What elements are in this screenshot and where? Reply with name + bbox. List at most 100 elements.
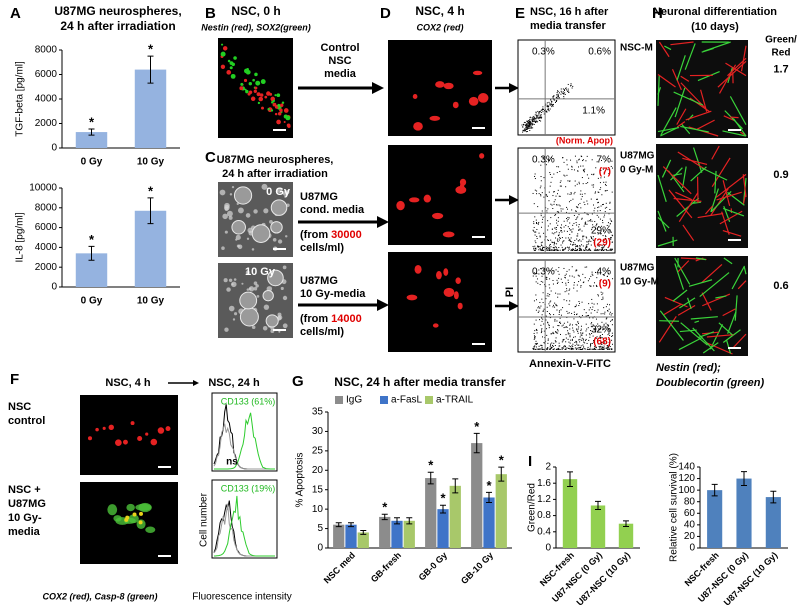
event-dot	[553, 191, 555, 193]
event-dot	[540, 111, 542, 113]
event-dot	[563, 338, 565, 340]
event-dot	[610, 248, 612, 250]
event-dot	[589, 334, 591, 336]
event-dot	[533, 221, 535, 223]
event-dot	[534, 114, 536, 116]
cell	[276, 93, 281, 98]
event-dot	[550, 157, 552, 159]
fiber	[727, 311, 737, 334]
cell	[107, 504, 118, 516]
event-dot	[570, 249, 572, 251]
panel-title: 24 h after irradiation	[60, 19, 175, 33]
event-dot	[540, 164, 542, 166]
event-dot	[542, 216, 544, 218]
event-dot	[591, 322, 593, 324]
event-dot	[591, 332, 593, 334]
event-dot	[555, 348, 557, 350]
event-dot	[532, 124, 534, 126]
event-dot	[529, 124, 531, 126]
event-dot	[560, 90, 562, 92]
event-dot	[546, 111, 548, 113]
bar	[333, 524, 345, 548]
event-dot	[560, 244, 562, 246]
event-dot	[590, 344, 592, 346]
event-dot	[567, 180, 569, 182]
event-dot	[572, 224, 574, 226]
event-dot	[553, 242, 555, 244]
event-dot	[584, 193, 586, 195]
event-dot	[580, 328, 582, 330]
event-dot	[606, 324, 608, 326]
event-dot	[564, 345, 566, 347]
event-dot	[575, 219, 577, 221]
event-dot	[555, 195, 557, 197]
event-dot	[603, 239, 605, 241]
significance-marker: *	[89, 232, 95, 247]
event-dot	[549, 293, 551, 295]
cell	[138, 511, 143, 516]
fiber	[733, 333, 747, 348]
event-dot	[582, 159, 584, 161]
event-dot	[547, 239, 549, 241]
event-dot	[563, 93, 565, 95]
event-dot	[542, 281, 544, 283]
stain-caption: COX2 (red), Casp-8 (green)	[42, 591, 157, 601]
cell-count: 30000	[331, 229, 362, 241]
event-dot	[584, 266, 586, 268]
event-dot	[579, 338, 581, 340]
cell	[472, 70, 483, 76]
event-dot	[590, 345, 592, 347]
event-dot	[539, 248, 541, 250]
event-dot	[554, 318, 556, 320]
fiber	[742, 174, 747, 198]
cell	[165, 426, 171, 432]
event-dot	[530, 123, 532, 125]
event-dot	[602, 229, 604, 231]
event-dot	[535, 328, 537, 330]
event-dot	[571, 266, 573, 268]
event-dot	[583, 170, 585, 172]
event-dot	[539, 187, 541, 189]
event-dot	[592, 239, 594, 241]
event-dot	[532, 348, 534, 350]
event-dot	[584, 249, 586, 251]
event-dot	[570, 339, 572, 341]
stain-caption: Doublecortin (green)	[656, 377, 765, 389]
event-dot	[550, 300, 552, 302]
event-dot	[542, 249, 544, 251]
event-dot	[580, 332, 582, 334]
fiber	[679, 297, 696, 309]
event-dot	[543, 113, 545, 115]
event-dot	[587, 182, 589, 184]
event-dot	[538, 310, 540, 312]
event-dot	[555, 237, 557, 239]
event-dot	[586, 174, 588, 176]
event-dot	[577, 321, 579, 323]
y-tick-label: 40	[684, 519, 696, 530]
event-dot	[528, 127, 530, 129]
panel-label: C	[205, 149, 216, 166]
cell	[235, 238, 238, 241]
event-dot	[524, 124, 526, 126]
event-dot	[532, 245, 534, 247]
event-dot	[594, 310, 596, 312]
event-dot	[540, 248, 542, 250]
cell	[253, 286, 258, 291]
event-dot	[558, 342, 560, 344]
sphere	[270, 221, 283, 234]
event-dot	[530, 126, 532, 128]
cell	[286, 123, 291, 128]
event-dot	[578, 166, 580, 168]
cell	[244, 68, 249, 74]
fiber	[657, 87, 662, 95]
event-dot	[580, 240, 582, 242]
event-dot	[545, 319, 547, 321]
event-dot	[555, 269, 557, 271]
event-dot	[559, 345, 561, 347]
event-dot	[600, 343, 602, 345]
event-dot	[563, 249, 565, 251]
event-dot	[594, 346, 596, 348]
cell	[423, 194, 432, 203]
event-dot	[540, 213, 542, 215]
event-dot	[571, 348, 573, 350]
